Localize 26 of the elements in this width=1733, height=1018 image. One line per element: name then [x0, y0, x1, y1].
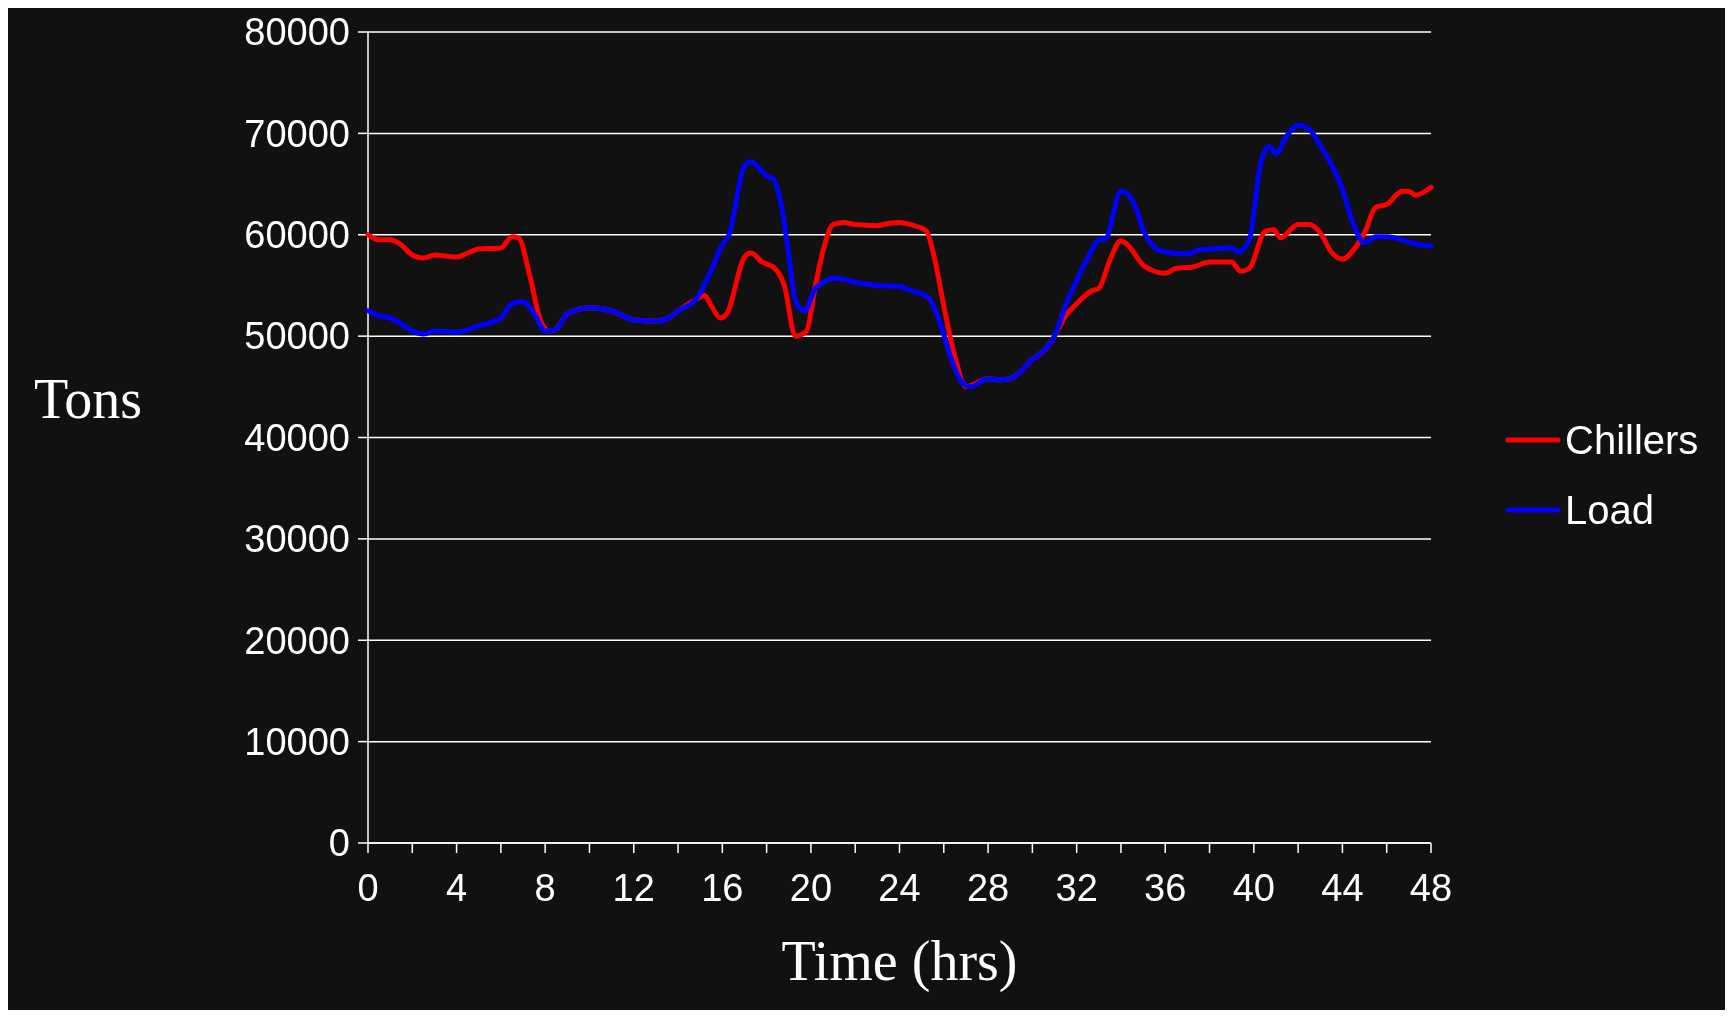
- x-tick-label: 44: [1321, 867, 1364, 909]
- x-tick-label: 16: [701, 867, 744, 909]
- y-tick-label: 50000: [244, 315, 350, 358]
- x-tick-label: 48: [1409, 867, 1453, 909]
- y-tick-label: 0: [328, 822, 350, 865]
- y-tick-label: 70000: [244, 112, 350, 155]
- x-tick-label: 0: [357, 867, 379, 909]
- y-tick-label: 60000: [244, 214, 350, 257]
- legend-label: Load: [1565, 488, 1654, 532]
- y-tick-label: 30000: [244, 518, 350, 561]
- x-tick-label: 40: [1232, 867, 1275, 909]
- x-tick-label: 24: [878, 867, 921, 909]
- x-tick-label: 28: [966, 867, 1010, 909]
- x-tick-label: 36: [1144, 867, 1187, 909]
- y-tick-label: 10000: [244, 720, 350, 763]
- x-tick-label: 4: [446, 867, 468, 909]
- x-tick-label: 20: [789, 867, 833, 909]
- y-tick-label: 20000: [244, 619, 350, 662]
- x-tick-label: 32: [1055, 867, 1098, 909]
- y-tick-label: 40000: [244, 416, 350, 459]
- legend-label: Chillers: [1565, 418, 1699, 462]
- y-axis-title: Tons: [33, 368, 143, 430]
- x-tick-label: 8: [534, 867, 556, 909]
- y-tick-label: 80000: [244, 11, 350, 54]
- x-axis-title: Time (hrs): [781, 930, 1018, 993]
- x-tick-label: 12: [612, 867, 655, 909]
